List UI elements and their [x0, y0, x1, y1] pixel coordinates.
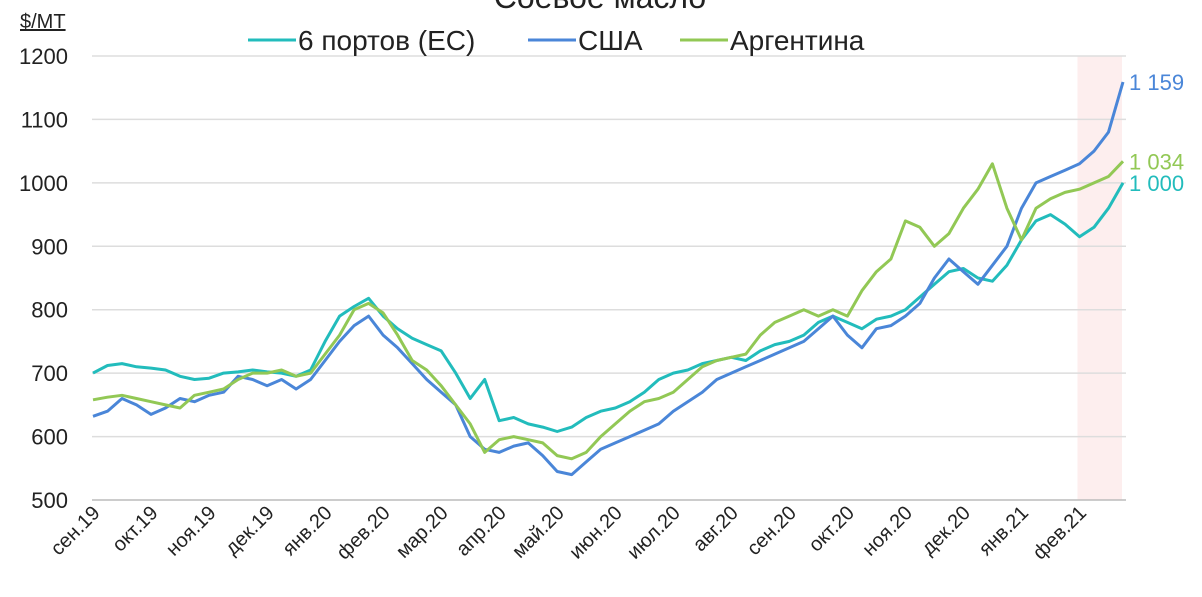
y-unit: $/MT	[20, 11, 66, 33]
x-tick-label: фев.21	[1029, 502, 1091, 564]
legend-label: Аргентина	[730, 25, 865, 56]
series-line	[92, 160, 1125, 461]
x-tick-label: фев.20	[332, 502, 394, 564]
y-tick-label: 800	[31, 298, 68, 323]
x-tick-label: окт.20	[805, 502, 859, 556]
x-tick-label: окт.19	[108, 502, 162, 556]
x-tick-label: мар.20	[392, 502, 453, 563]
y-tick-label: 700	[31, 361, 68, 386]
y-tick-label: 600	[31, 425, 68, 450]
end-label: 1 000	[1129, 171, 1184, 196]
x-tick-label: июн.20	[565, 502, 627, 564]
legend-label: США	[578, 25, 643, 56]
series-line	[92, 182, 1125, 433]
legend-label: 6 портов (ЕС)	[298, 25, 475, 56]
x-tick-label: ноя.19	[162, 502, 221, 561]
x-tick-label: ноя.20	[858, 502, 917, 561]
x-tick-label: авг.20	[689, 502, 743, 556]
y-tick-label: 500	[31, 488, 68, 513]
x-tick-label: янв.21	[975, 502, 1033, 560]
x-tick-label: июл.20	[623, 502, 685, 564]
x-tick-label: апр.20	[452, 502, 511, 561]
series-line	[92, 81, 1125, 477]
y-tick-label: 900	[31, 234, 68, 259]
x-tick-label: янв.20	[278, 502, 336, 560]
y-tick-label: 1200	[19, 44, 68, 69]
x-tick-label: дек.19	[221, 502, 279, 560]
end-label: 1 034	[1129, 149, 1184, 174]
chart-title: Соевое масло	[494, 0, 706, 15]
y-tick-label: 1100	[21, 107, 68, 132]
end-label: 1 159	[1129, 70, 1184, 95]
x-tick-label: май.20	[508, 502, 569, 563]
x-tick-label: сен.20	[743, 502, 801, 560]
x-tick-label: дек.20	[917, 502, 975, 560]
shaded-period	[1077, 56, 1122, 500]
y-tick-label: 1000	[19, 171, 68, 196]
